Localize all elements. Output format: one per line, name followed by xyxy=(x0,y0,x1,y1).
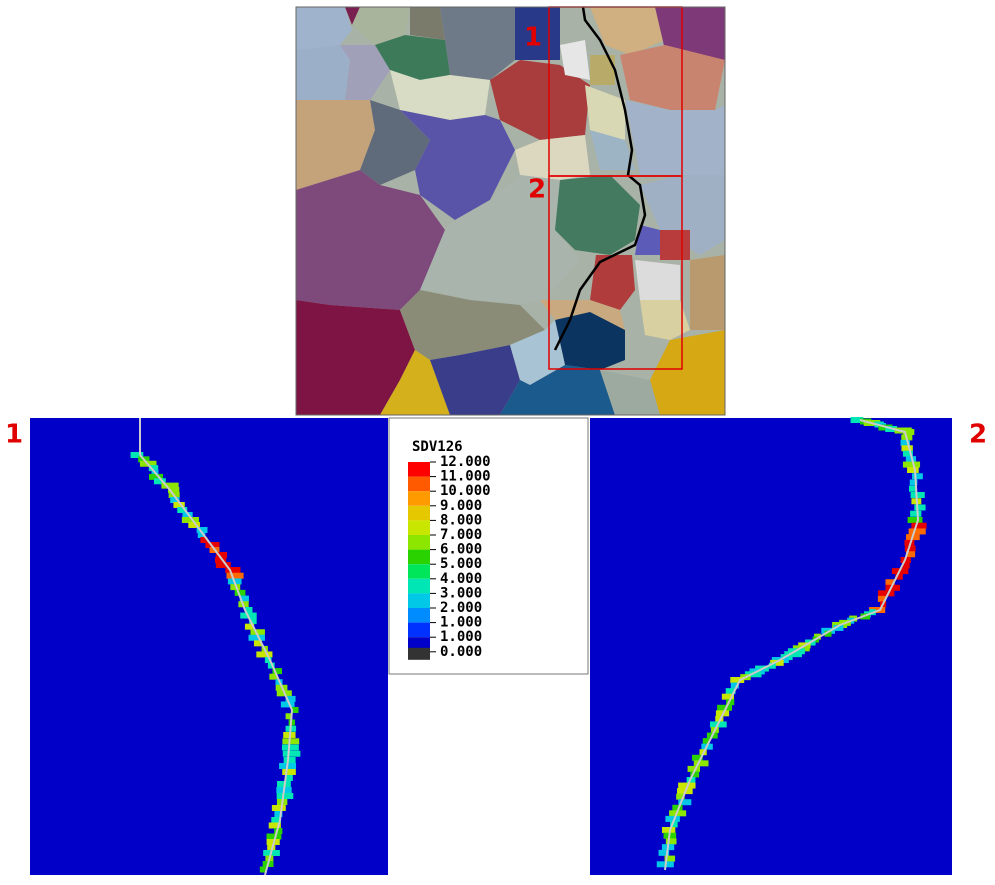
legend-label: 4.000 xyxy=(440,571,482,587)
legend-swatch xyxy=(408,593,430,608)
crack-element xyxy=(907,467,919,473)
crack-element xyxy=(911,492,925,498)
crack-element xyxy=(284,757,296,763)
crack-element xyxy=(910,511,921,517)
legend-label: 10.000 xyxy=(440,483,491,499)
panel-label: 1 xyxy=(5,420,23,450)
legend-label: 12.000 xyxy=(440,454,491,470)
legend-title: SDV126 xyxy=(412,439,463,455)
crack-element xyxy=(226,573,243,579)
legend-label: 11.000 xyxy=(440,469,491,485)
legend-swatch xyxy=(408,648,430,660)
legend-swatch xyxy=(408,520,430,535)
crack-element xyxy=(277,793,294,799)
legend-swatch xyxy=(408,579,430,594)
legend-swatch xyxy=(408,491,430,506)
legend-swatch xyxy=(408,506,430,521)
legend-swatch xyxy=(408,535,430,550)
right-panel xyxy=(590,418,952,875)
crack-element xyxy=(282,738,299,744)
crack-element xyxy=(662,827,675,833)
crack-element xyxy=(912,473,923,479)
crack-element xyxy=(256,651,272,657)
crack-element xyxy=(694,760,709,766)
crack-element xyxy=(282,769,296,775)
legend-swatch xyxy=(408,550,430,565)
crack-element xyxy=(283,751,301,757)
legend-swatch xyxy=(408,564,430,579)
legend-label: 9.000 xyxy=(440,498,482,514)
crack-element xyxy=(282,745,299,751)
box-label: 2 xyxy=(528,175,546,205)
crack-element xyxy=(901,445,912,451)
crack-element xyxy=(911,523,926,529)
legend: 12.00011.00010.0009.0008.0007.0006.0005.… xyxy=(408,454,491,660)
legend-label: 7.000 xyxy=(440,527,482,543)
legend-swatch xyxy=(408,477,430,492)
crack-element xyxy=(272,805,286,811)
legend-label: 6.000 xyxy=(440,542,482,558)
legend-swatch xyxy=(408,462,430,477)
panel-label: 2 xyxy=(969,420,987,450)
legend-label: 1.000 xyxy=(440,629,482,645)
legend-label: 5.000 xyxy=(440,556,482,572)
crack-element xyxy=(909,486,916,492)
crack-element xyxy=(908,517,923,523)
legend-swatch xyxy=(408,608,430,623)
legend-label: 1.000 xyxy=(440,615,482,631)
crack-element xyxy=(286,775,293,781)
legend-label: 3.000 xyxy=(440,585,482,601)
legend-label: 2.000 xyxy=(440,600,482,616)
crack-element xyxy=(903,462,920,468)
legend-label: 0.000 xyxy=(440,644,482,660)
left-panel xyxy=(30,418,388,875)
box-label: 1 xyxy=(524,23,542,53)
figure: 1 2 1 2 SDV126 12.00011.00010.0009.0008.… xyxy=(0,0,995,880)
legend-swatch xyxy=(408,623,430,638)
crack-element xyxy=(909,528,926,534)
crack-element xyxy=(914,505,925,511)
legend-label: 8.000 xyxy=(440,512,482,528)
grain-map xyxy=(296,7,725,415)
